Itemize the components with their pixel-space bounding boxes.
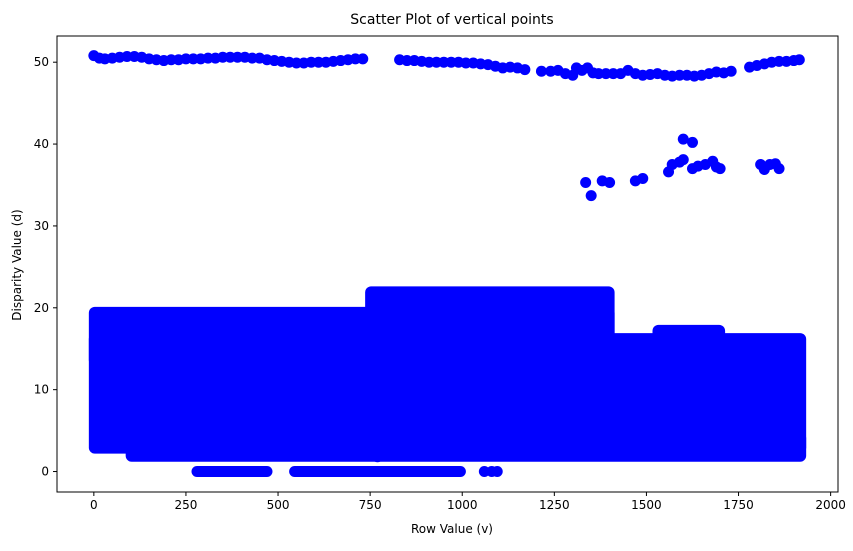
x-tick-label: 2000 [815,498,846,512]
data-point [678,154,689,165]
y-tick-label: 20 [34,301,49,315]
data-point [794,54,805,65]
y-tick-label: 40 [34,137,49,151]
data-point [774,163,785,174]
x-tick-label: 250 [174,498,197,512]
x-tick-label: 1750 [723,498,754,512]
data-point [637,173,648,184]
data-point [726,66,737,77]
data-point [492,466,503,477]
y-tick-label: 50 [34,55,49,69]
data-point [715,163,726,174]
x-tick-label: 1250 [539,498,570,512]
dense-point-bands [89,286,806,461]
x-tick-label: 1000 [447,498,478,512]
x-axis-label: Row Value (v) [411,522,493,536]
x-tick-label: 750 [359,498,382,512]
data-point [687,137,698,148]
data-point [357,53,368,64]
data-point [372,451,383,462]
y-tick-label: 30 [34,219,49,233]
x-tick-label: 0 [90,498,98,512]
dense-band-4 [652,325,725,354]
dense-band-2 [365,286,614,345]
dense-band-3 [126,432,806,462]
chart-title: Scatter Plot of vertical points [350,12,553,28]
y-axis-label: Disparity Value (d) [10,209,24,320]
data-point [586,190,597,201]
x-tick-label: 500 [267,498,290,512]
x-tick-label: 1500 [631,498,662,512]
data-point [604,177,615,188]
y-tick-label: 0 [41,465,49,479]
y-tick-label: 10 [34,383,49,397]
data-point [519,64,530,75]
data-point [580,177,591,188]
